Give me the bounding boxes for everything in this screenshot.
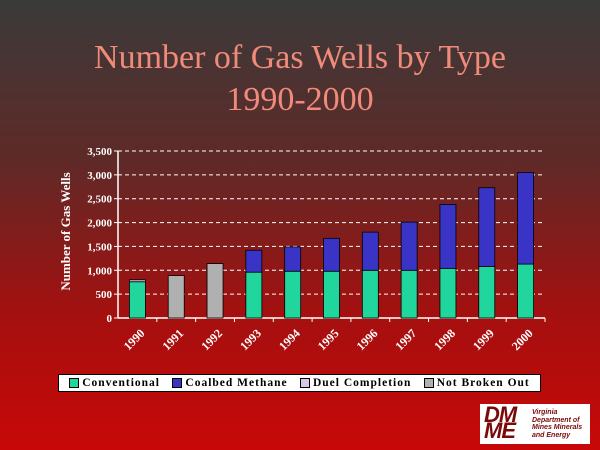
logo-text-line: and Energy (532, 431, 571, 439)
x-tick-label: 1994 (276, 326, 303, 353)
x-tick-label: 1997 (392, 326, 419, 353)
y-axis-label: Number of Gas Wells (58, 172, 73, 290)
bar-conventional (361, 269, 379, 319)
legend-label-duel-completion: Duel Completion (312, 377, 412, 389)
legend-item-duel-completion: Duel Completion (299, 377, 412, 389)
bar-conventional (478, 266, 496, 319)
bar-coalbed-methane (245, 249, 263, 273)
logo-text-line: Mines Minerals (532, 424, 583, 431)
logo-text: Virginia Department of Mines Minerals an… (532, 409, 588, 439)
legend-label-not-broken-out: Not Broken Out (436, 377, 530, 389)
bar-not-broken-out (206, 263, 224, 319)
x-tick-label: 1993 (237, 326, 264, 353)
y-tick-label: 3,500 (87, 146, 112, 158)
bar-coalbed-methane (517, 172, 534, 265)
logo-text-line: Virginia (532, 409, 558, 416)
y-tick-label: 2,000 (87, 218, 112, 230)
logo-mark-bottom: ME (484, 418, 516, 443)
x-tick-label: 1995 (315, 326, 342, 353)
x-tick-label: 1992 (198, 326, 225, 353)
legend-label-coalbed-methane: Coalbed Methane (185, 377, 288, 389)
y-tick-label: 500 (96, 289, 113, 301)
bar-conventional (517, 263, 534, 319)
bar-conventional (323, 270, 340, 319)
legend-swatch-duel-completion (299, 378, 310, 388)
x-tick-label: 2000 (509, 326, 536, 353)
bar-coalbed-methane (284, 246, 302, 272)
logo-text-line: Department of (532, 416, 580, 424)
legend-swatch-coalbed-methane (172, 378, 183, 388)
y-tick-label: 0 (107, 313, 113, 325)
legend-item-conventional: Conventional (69, 377, 160, 389)
x-tick-label: 1999 (470, 326, 497, 353)
legend-item-coalbed-methane: Coalbed Methane (172, 377, 287, 389)
x-tick-label: 1996 (354, 326, 381, 353)
x-tick-label: 1990 (121, 326, 148, 353)
logo-mark: DM ME (484, 404, 517, 443)
legend-label-conventional: Conventional (82, 377, 161, 389)
chart-title-line-2: 1990-2000 (226, 81, 374, 118)
bar-coalbed-methane (323, 237, 340, 272)
y-tick-label: 2,500 (87, 194, 112, 206)
legend-swatch-not-broken-out (423, 378, 434, 388)
bar-conventional (439, 267, 457, 319)
bar-conventional (400, 269, 418, 319)
legend-swatch-conventional (69, 378, 80, 388)
bar-not-broken-out (167, 275, 185, 319)
y-tick-label: 1,000 (87, 265, 112, 277)
x-tick-label: 1998 (431, 326, 458, 353)
y-tick-label: 1,500 (87, 241, 112, 253)
bar-conventional (245, 271, 263, 319)
chart-legend: Conventional Coalbed Methane Duel Comple… (58, 374, 541, 392)
bar-conventional (284, 270, 302, 319)
legend-item-not-broken-out: Not Broken Out (423, 377, 530, 389)
bar-coalbed-methane (361, 231, 379, 271)
bar-conventional (129, 281, 146, 319)
bar-coalbed-methane (439, 204, 457, 269)
dmme-logo: DM ME Virginia Department of Mines Miner… (480, 404, 590, 444)
x-tick-label: 1991 (159, 326, 186, 353)
bar-coalbed-methane (400, 221, 418, 271)
bar-coalbed-methane (478, 187, 496, 267)
logo-mark-top: DM (484, 404, 517, 427)
bar-duel-completion (129, 279, 146, 283)
y-tick-label: 3,000 (87, 170, 112, 182)
chart-title-line-1: Number of Gas Wells by Type (94, 39, 506, 76)
